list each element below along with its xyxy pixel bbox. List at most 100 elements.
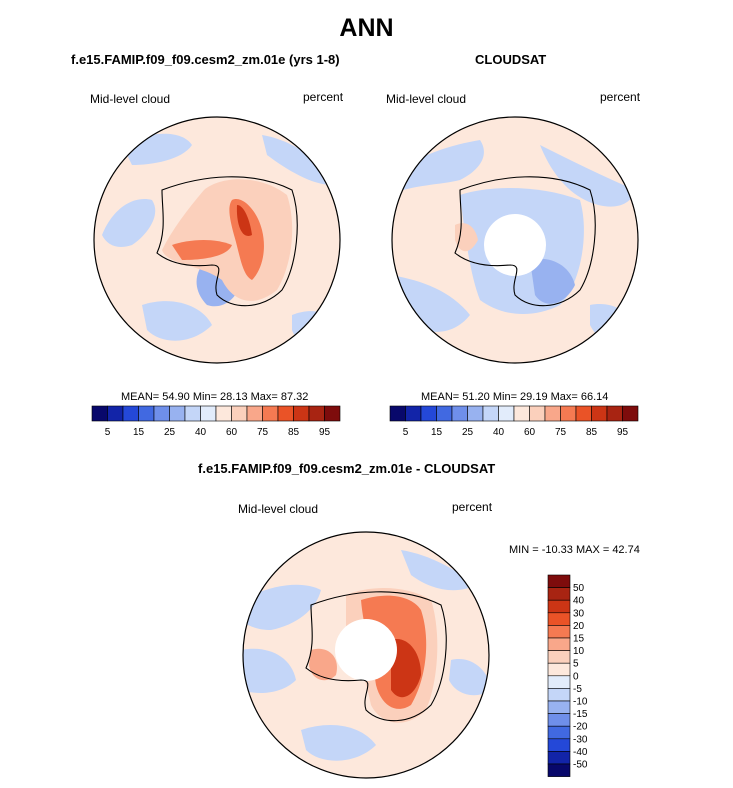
- colorbar-box: [389, 405, 406, 422]
- cloud-region: [102, 199, 156, 247]
- colorbar-tick-label: 40: [573, 596, 585, 607]
- colorbar-tick-label: 15: [133, 427, 145, 438]
- colorbar-box: [153, 405, 170, 422]
- colorbar-tick-label: 60: [226, 427, 238, 438]
- cloud-region: [391, 639, 421, 698]
- colorbar-box: [138, 405, 155, 422]
- colorbar-tick-label: 15: [431, 427, 443, 438]
- panel-3-stats: MIN = -10.33 MAX = 42.74: [509, 544, 640, 556]
- main-title: ANN: [339, 14, 394, 42]
- colorbar-box: [420, 405, 437, 422]
- colorbar-box: [529, 405, 546, 422]
- colorbar-box: [482, 405, 499, 422]
- colorbar-tick-label: 5: [403, 427, 409, 438]
- colorbar-tick-label: 25: [164, 427, 176, 438]
- colorbar-box: [622, 405, 639, 422]
- coastline: [156, 176, 298, 307]
- panel-3-title: f.e15.FAMIP.f09_f09.cesm2_zm.01e - CLOUD…: [198, 461, 496, 476]
- colorbar-tick-label: 20: [573, 621, 585, 632]
- colorbar-box: [560, 405, 577, 422]
- cloud-region: [236, 205, 252, 236]
- colorbar-tick-label: 95: [617, 427, 629, 438]
- colorbar-box: [107, 405, 124, 422]
- colorbar-tick-label: -50: [573, 760, 588, 771]
- panel-3-variable-label: Mid-level cloud: [238, 502, 319, 516]
- colorbar-box: [405, 405, 422, 422]
- colorbar-box: [547, 675, 571, 689]
- colorbar-box: [547, 688, 571, 702]
- colorbar-box: [231, 405, 248, 422]
- panel-2-stats: MEAN= 51.20 Min= 29.19 Max= 66.14: [421, 391, 609, 403]
- colorbar-tick-label: -40: [573, 747, 588, 758]
- colorbar-tick-label: 40: [195, 427, 207, 438]
- colorbar-tick-label: 10: [573, 646, 585, 657]
- cloud-region: [590, 304, 638, 344]
- colorbar-box: [547, 725, 571, 740]
- colorbar-box: [293, 405, 310, 422]
- colorbar-box: [215, 405, 232, 422]
- missing-data-cap: [484, 214, 546, 276]
- colorbar-box: [547, 700, 571, 714]
- colorbar-tick-label: 5: [105, 427, 111, 438]
- missing-data-cap: [335, 619, 397, 681]
- colorbar-tick-label: 75: [555, 427, 567, 438]
- colorbar-tick-label: 30: [573, 608, 585, 619]
- cloud-region: [172, 240, 232, 260]
- colorbar-box: [575, 405, 592, 422]
- cloud-region: [243, 648, 296, 693]
- panel-1-stats: MEAN= 54.90 Min= 28.13 Max= 87.32: [121, 391, 309, 403]
- colorbar-box: [547, 599, 571, 614]
- colorbar-box: [591, 405, 608, 422]
- colorbar-box: [547, 738, 571, 752]
- cloud-region: [301, 725, 376, 761]
- colorbar-tick-label: -15: [573, 709, 588, 720]
- cloud-region: [309, 648, 337, 681]
- panel-2-units-label: percent: [600, 90, 641, 104]
- colorbar-tick-label: 50: [573, 583, 585, 594]
- colorbar-box: [606, 405, 623, 422]
- colorbar-box: [547, 713, 571, 727]
- cloud-region: [142, 301, 212, 341]
- cloud-region: [540, 145, 635, 207]
- panel-2-variable-label: Mid-level cloud: [386, 92, 467, 106]
- colorbar-box: [324, 405, 341, 422]
- panel-2-colorbar: 5 15 25 40 60 75 85 95: [389, 405, 639, 438]
- colorbar-box: [184, 405, 201, 422]
- colorbar-box: [246, 405, 263, 422]
- colorbar-box: [547, 587, 571, 601]
- colorbar-tick-label: 85: [288, 427, 300, 438]
- colorbar-box: [513, 405, 530, 422]
- colorbar-box: [91, 405, 108, 422]
- colorbar-tick-label: 25: [462, 427, 474, 438]
- panel-3-map: [242, 531, 490, 779]
- panel-2-map: [391, 116, 639, 364]
- colorbar-box: [169, 405, 186, 422]
- cloud-region: [262, 135, 332, 185]
- cloud-region: [401, 550, 476, 591]
- colorbar-box: [262, 405, 279, 422]
- colorbar-box: [122, 405, 139, 422]
- colorbar-box: [547, 751, 571, 765]
- colorbar-tick-label: 5: [573, 659, 579, 670]
- colorbar-tick-label: 85: [586, 427, 598, 438]
- colorbar-box: [498, 405, 515, 422]
- colorbar-tick-label: -10: [573, 697, 588, 708]
- cloud-region: [530, 258, 575, 304]
- cloud-region: [162, 179, 293, 301]
- colorbar-tick-label: 40: [493, 427, 505, 438]
- cloud-region: [449, 659, 489, 696]
- colorbar-tick-label: -20: [573, 722, 588, 733]
- panel-1-map: [93, 116, 341, 364]
- colorbar-box: [547, 637, 571, 651]
- colorbar-tick-label: 95: [319, 427, 331, 438]
- colorbar-box: [547, 662, 571, 677]
- panel-2-title: CLOUDSAT: [475, 52, 547, 67]
- colorbar-box: [308, 405, 325, 422]
- panel-1-colorbar: 5 15 25 40 60 75 85 95: [91, 405, 341, 438]
- coastline: [454, 176, 596, 307]
- panel-1-variable-label: Mid-level cloud: [90, 92, 171, 106]
- colorbar-tick-label: 15: [573, 634, 585, 645]
- cloud-region: [292, 311, 337, 345]
- colorbar-box: [467, 405, 484, 422]
